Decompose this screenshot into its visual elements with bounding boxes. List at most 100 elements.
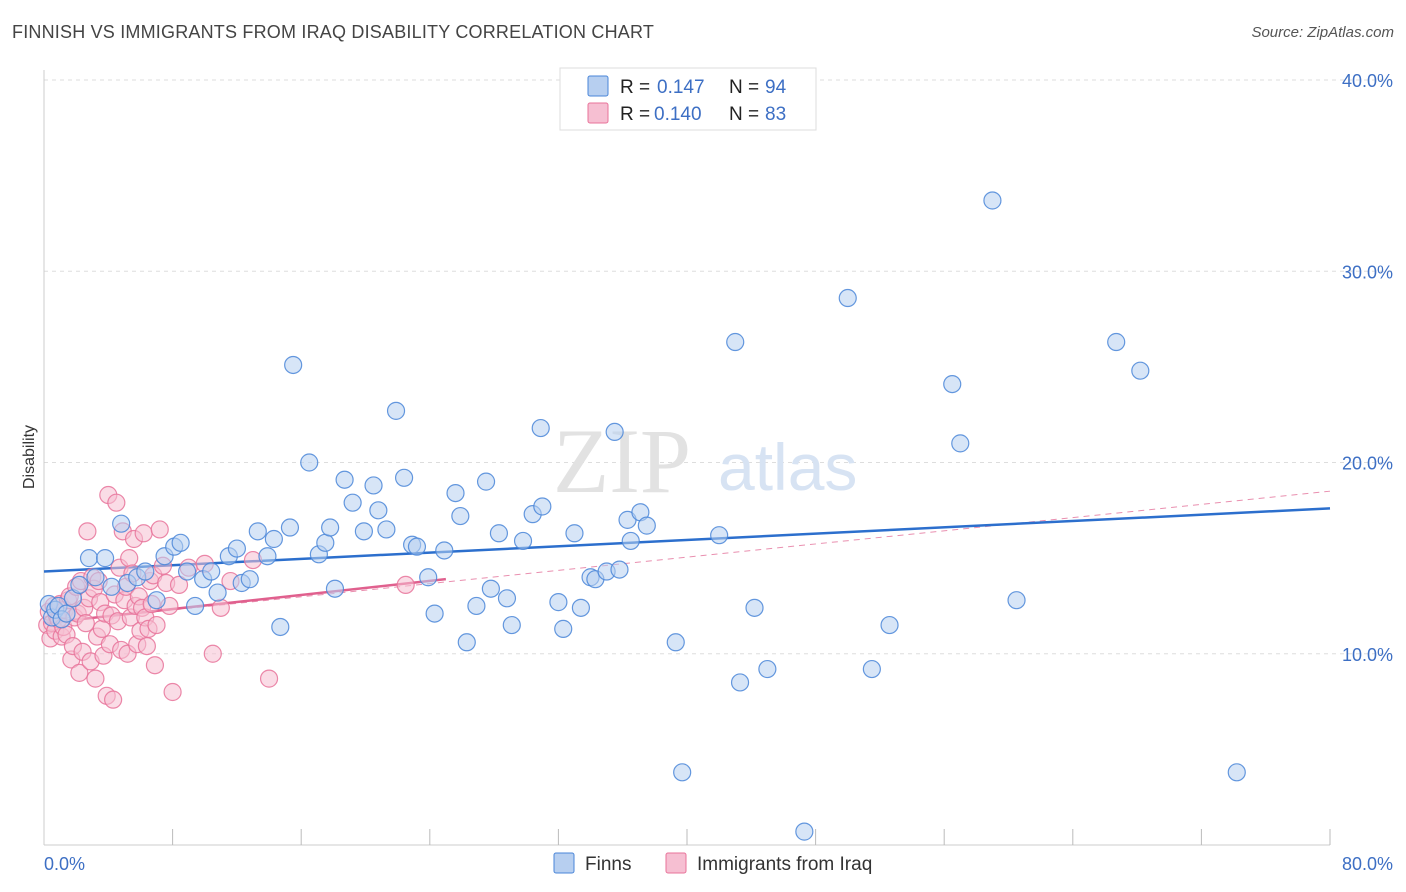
finns-point: [745, 598, 764, 617]
series-iraq-points: [38, 485, 415, 709]
finns-point: [983, 191, 1002, 210]
finns-point: [666, 633, 685, 652]
finns-point: [531, 418, 550, 438]
finns-point: [571, 598, 591, 617]
finns-point: [177, 562, 197, 581]
legend-finns-r-value: 0.147: [657, 77, 705, 98]
finns-point: [726, 332, 745, 352]
finns-point: [419, 568, 438, 587]
finns-point: [758, 659, 777, 679]
iraq-point: [211, 598, 230, 617]
finns-point: [451, 506, 470, 526]
legend-iraq-n-value: 83: [765, 104, 786, 125]
finns-point: [862, 659, 881, 679]
legend-iraq-n-label: N =: [729, 104, 759, 125]
y-tick-label: 30.0%: [1342, 262, 1393, 282]
finns-point: [1131, 361, 1150, 380]
finns-point: [673, 763, 692, 782]
iraq-point: [107, 493, 126, 512]
legend-finns-swatch: [587, 75, 609, 97]
iraq-point: [134, 524, 153, 543]
bottom-legend-finns-swatch: [553, 852, 575, 874]
finns-point: [513, 531, 533, 551]
finns-point: [316, 533, 335, 552]
iraq-point: [76, 614, 95, 633]
finns-point: [258, 547, 277, 566]
finns-point: [637, 516, 656, 535]
legend-finns-n-value: 94: [765, 77, 787, 98]
finns-point: [354, 522, 373, 541]
finns-point: [171, 533, 190, 552]
finns-point: [1107, 332, 1126, 352]
finns-point: [386, 401, 406, 420]
finns-point: [377, 520, 396, 539]
watermark-zip: ZIP: [553, 410, 691, 512]
finns-point: [240, 570, 259, 589]
iraq-point: [396, 575, 415, 595]
finns-point: [457, 633, 476, 652]
finns-point: [284, 355, 303, 375]
finns-point: [502, 615, 521, 635]
finns-point: [481, 579, 500, 598]
iraq-point: [259, 669, 279, 688]
finns-point: [565, 524, 584, 543]
y-axis-title: Disability: [21, 425, 38, 489]
iraq-point: [150, 520, 169, 539]
legend-iraq-r-label: R =: [620, 104, 650, 125]
iraq-point: [120, 549, 139, 568]
legend-iraq-swatch: [587, 102, 609, 124]
finns-point: [147, 591, 166, 610]
finns-point: [425, 604, 444, 623]
finns-point: [795, 822, 814, 841]
grid-lines: [44, 79, 1393, 655]
y-tick-label: 10.0%: [1342, 645, 1393, 665]
finns-point: [610, 560, 629, 579]
iraq-point: [70, 663, 89, 682]
finns-point: [300, 453, 319, 472]
finns-point: [1007, 591, 1026, 610]
source-label: Source: ZipAtlas.com: [1251, 24, 1394, 41]
y-tick-label: 40.0%: [1342, 71, 1393, 91]
finns-point: [95, 549, 115, 568]
finns-point: [186, 596, 205, 616]
legend-finns-n-label: N =: [729, 77, 759, 98]
finns-point: [951, 434, 970, 453]
finns-point: [227, 539, 246, 558]
watermark-atlas: atlas: [718, 430, 857, 504]
finns-point: [476, 472, 496, 491]
legend-iraq-r-value: 0.140: [654, 104, 702, 125]
finns-point: [394, 468, 414, 487]
series-finns-points: [39, 191, 1246, 841]
finns-point: [549, 593, 568, 612]
x-tick-label-max: 80.0%: [1342, 854, 1393, 874]
y-tick-label: 20.0%: [1342, 454, 1393, 474]
finns-point: [271, 617, 290, 637]
finns-point: [838, 288, 857, 308]
iraq-point: [147, 615, 166, 635]
finns-point: [264, 529, 283, 549]
iraq-point: [163, 682, 182, 702]
finns-point: [136, 562, 155, 581]
x-axis-ticks: [172, 829, 1331, 845]
finns-point: [880, 615, 899, 635]
finns-point: [407, 537, 427, 556]
legend-finns-r-label: R =: [620, 77, 650, 98]
finns-point: [57, 604, 76, 623]
finns-point: [489, 524, 509, 543]
bottom-legend-iraq-label: Immigrants from Iraq: [697, 854, 872, 875]
finns-point: [79, 549, 99, 568]
chart-title: FINNISH VS IMMIGRANTS FROM IRAQ DISABILI…: [12, 22, 655, 42]
finns-point: [202, 562, 221, 581]
finns-point: [280, 518, 300, 537]
finns-point: [435, 541, 454, 560]
finns-point: [554, 619, 573, 638]
finns-point: [86, 568, 105, 587]
finns-point: [102, 577, 121, 596]
finns-point: [248, 522, 267, 541]
bottom-legend-finns-label: Finns: [585, 854, 631, 875]
finns-point: [112, 514, 131, 533]
iraq-point: [86, 669, 105, 688]
finns-point: [343, 493, 362, 512]
finns-point: [369, 501, 388, 520]
